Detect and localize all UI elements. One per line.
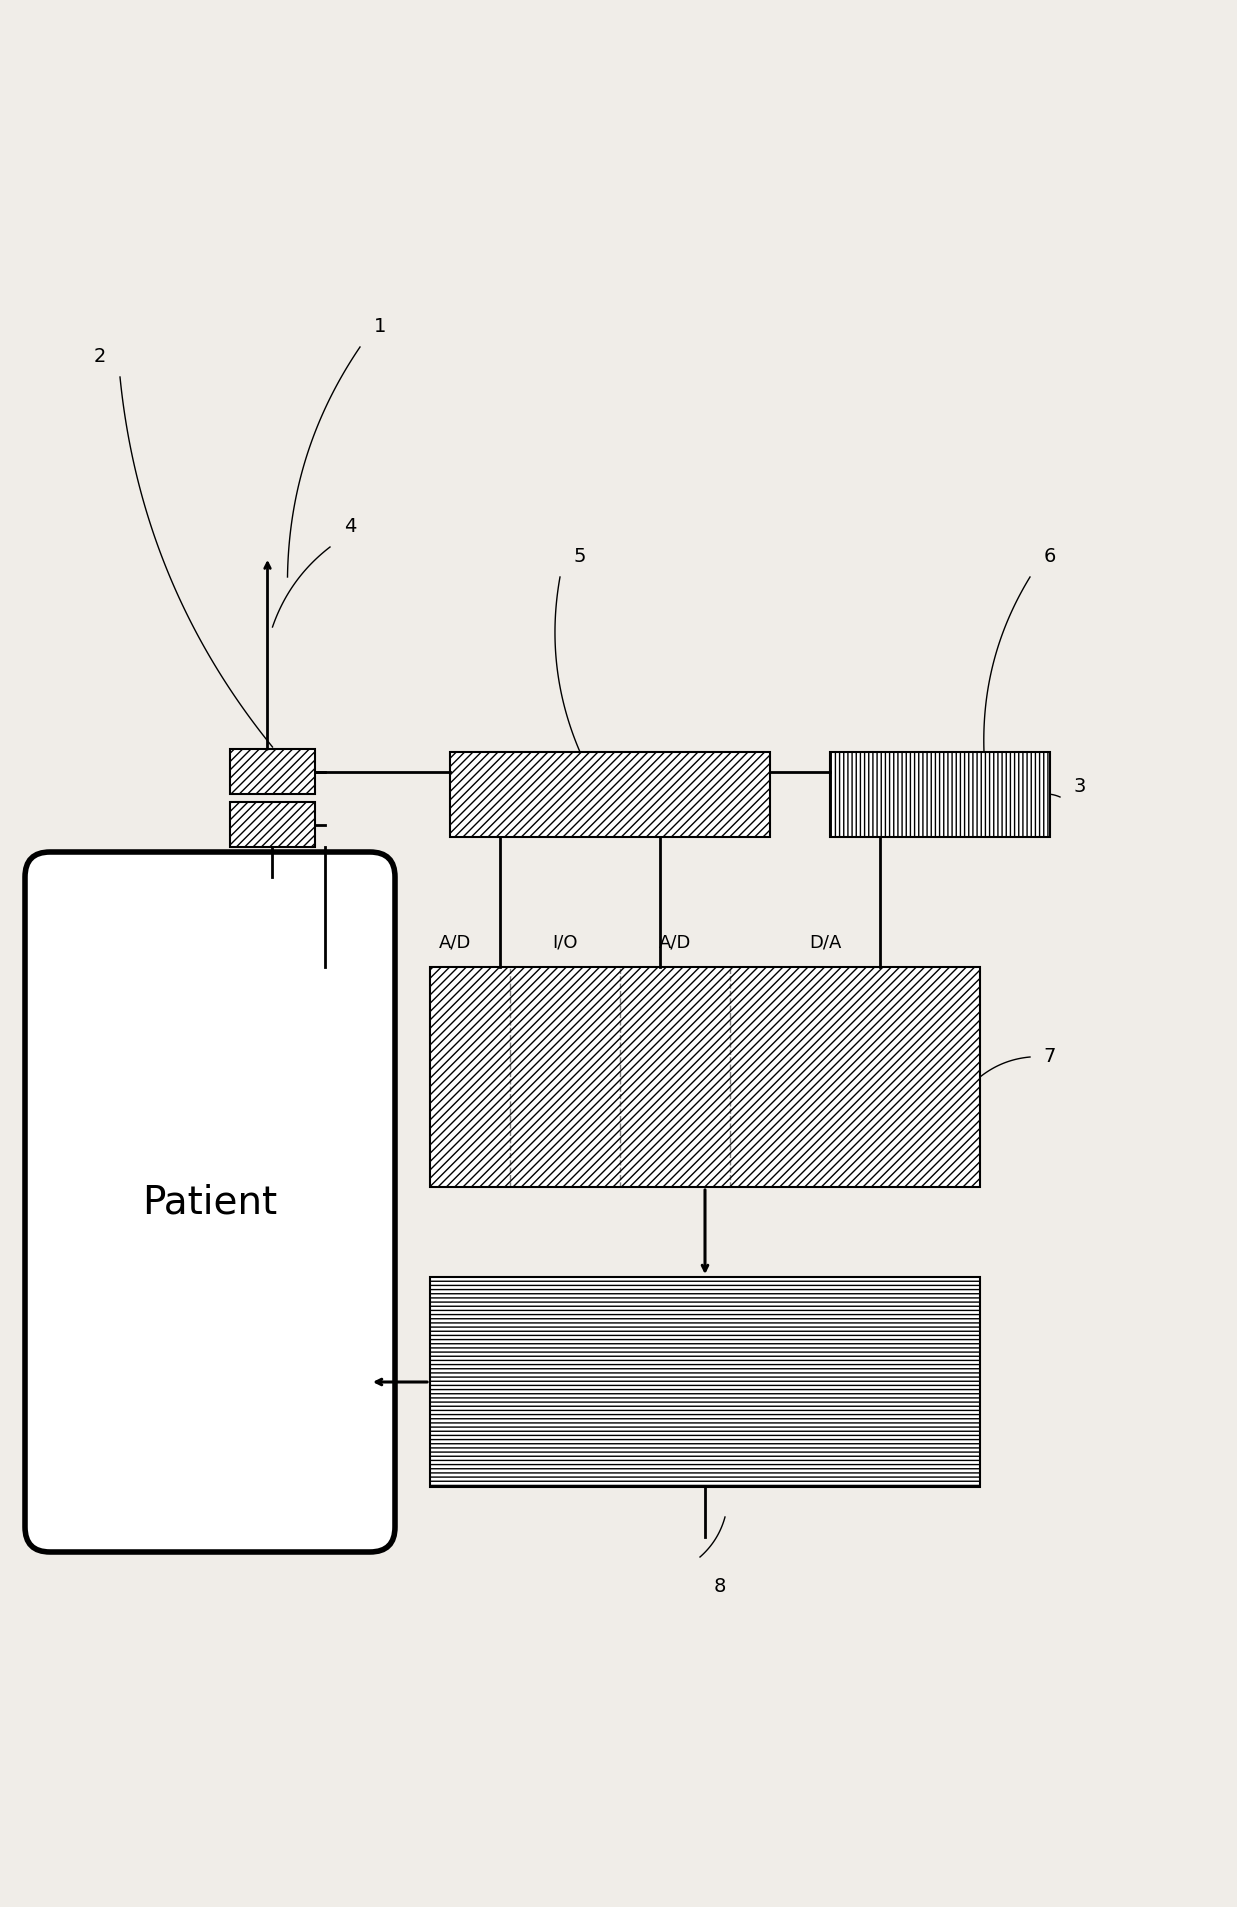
Text: 5: 5 bbox=[574, 547, 586, 566]
Bar bbox=[230, 803, 315, 847]
FancyBboxPatch shape bbox=[25, 852, 395, 1552]
Text: 2: 2 bbox=[94, 347, 106, 366]
Text: 7: 7 bbox=[1044, 1047, 1056, 1066]
Text: A/D: A/D bbox=[659, 934, 691, 952]
Bar bbox=[230, 749, 315, 793]
Text: Patient: Patient bbox=[142, 1182, 277, 1220]
Bar bbox=[830, 751, 1050, 837]
Bar bbox=[430, 967, 980, 1186]
Text: D/A: D/A bbox=[809, 934, 841, 952]
Text: A/D: A/D bbox=[439, 934, 471, 952]
Text: 3: 3 bbox=[1074, 778, 1086, 797]
Bar bbox=[430, 1278, 980, 1487]
Text: 6: 6 bbox=[1044, 547, 1056, 566]
Bar bbox=[450, 751, 769, 837]
Text: I/O: I/O bbox=[552, 934, 578, 952]
Text: 1: 1 bbox=[374, 317, 386, 336]
Text: 4: 4 bbox=[344, 517, 356, 536]
Text: 8: 8 bbox=[714, 1577, 726, 1596]
